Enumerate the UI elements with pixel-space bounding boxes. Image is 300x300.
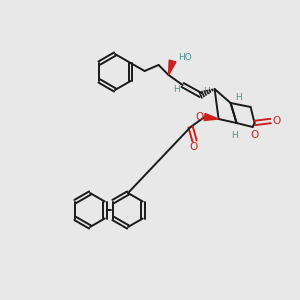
Polygon shape (169, 60, 176, 75)
Polygon shape (204, 113, 219, 121)
Text: H: H (231, 130, 238, 140)
Text: O: O (190, 142, 198, 152)
Text: H: H (235, 94, 242, 103)
Text: H: H (203, 86, 210, 95)
Text: O: O (272, 116, 281, 126)
Text: HO: HO (178, 53, 192, 62)
Text: H: H (173, 85, 180, 94)
Text: O: O (196, 112, 204, 122)
Text: O: O (250, 130, 259, 140)
